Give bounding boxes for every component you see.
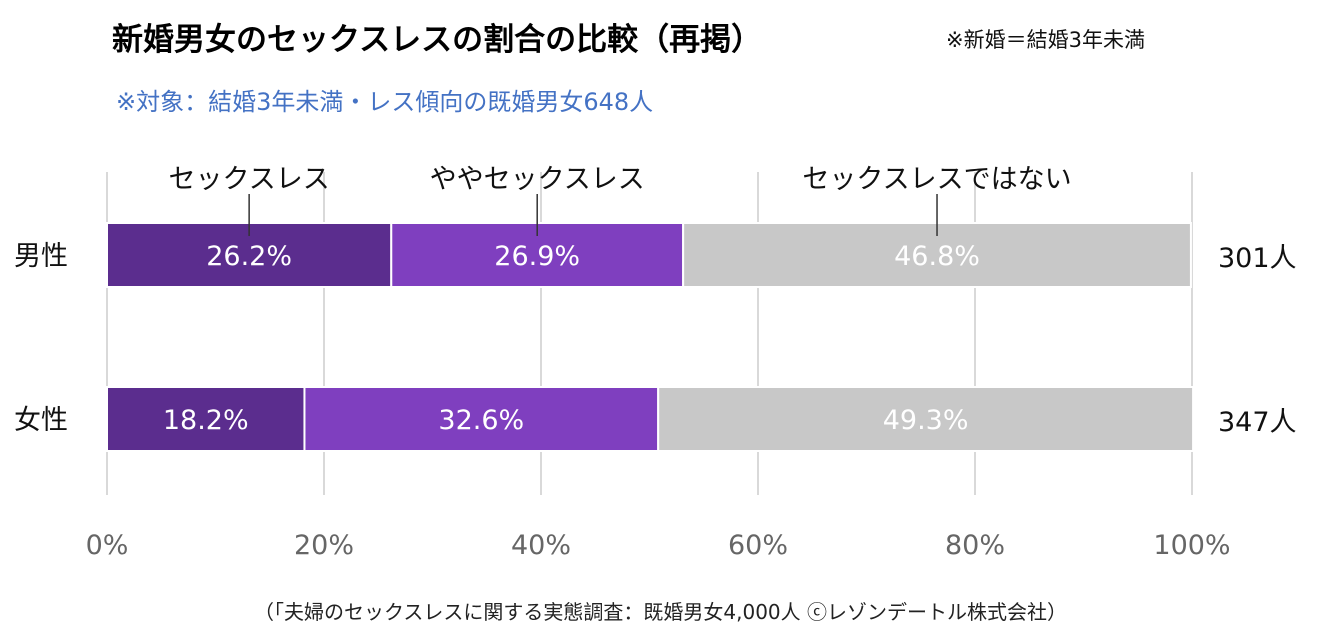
chart-subtitle: ※対象：結婚3年未満・レス傾向の既婚男女648人: [116, 88, 654, 116]
category-label: 男性: [14, 241, 68, 272]
definition-note: ※新婚＝結婚3年未満: [946, 28, 1145, 52]
respondent-count: 347人: [1218, 407, 1297, 438]
legend-label: ややセックスレス: [430, 164, 645, 195]
respondent-count: 301人: [1218, 243, 1297, 274]
data-label: 32.6%: [438, 405, 524, 436]
source-caption: （「夫婦のセックスレスに関する実態調査：既婚男女4,000人 ⓒレゾンデートル株…: [253, 600, 1067, 624]
category-label: 女性: [14, 405, 68, 436]
bar-segment: [657, 386, 1195, 452]
x-tick-label: 80%: [945, 530, 1005, 561]
data-label: 26.2%: [206, 241, 292, 272]
data-label: 26.9%: [494, 241, 580, 272]
data-label: 46.8%: [894, 241, 980, 272]
legend-label: セックスレスではない: [802, 164, 1071, 195]
bar-segment: [303, 386, 660, 452]
chart-title: 新婚男女のセックスレスの割合の比較（再掲）: [112, 22, 763, 58]
x-tick-label: 20%: [294, 530, 354, 561]
x-tick-label: 40%: [511, 530, 571, 561]
data-label: 49.3%: [883, 405, 969, 436]
legend-label: セックスレス: [169, 164, 330, 195]
data-label: 18.2%: [163, 405, 249, 436]
x-tick-label: 60%: [728, 530, 788, 561]
bar-segment: [106, 386, 306, 452]
x-tick-label: 100%: [1153, 530, 1230, 561]
x-tick-label: 0%: [86, 530, 129, 561]
